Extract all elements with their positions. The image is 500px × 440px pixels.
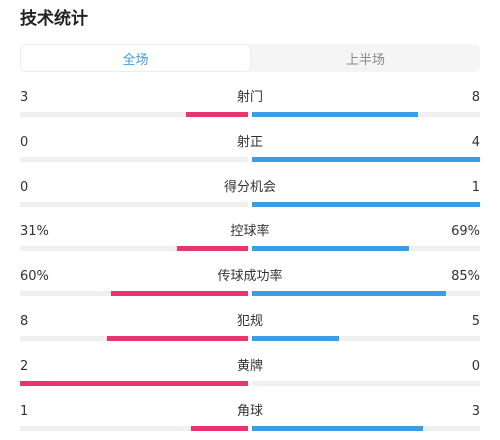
home-bar-track	[20, 112, 248, 117]
away-value: 69%	[451, 224, 480, 240]
period-tab-bar: 全场 上半场	[20, 44, 480, 72]
tab-first-half[interactable]: 上半场	[345, 52, 385, 68]
home-bar-track	[20, 425, 248, 431]
away-bar-track	[252, 425, 480, 431]
away-value: 1	[471, 179, 480, 195]
away-value: 4	[471, 134, 480, 150]
away-bar	[252, 425, 423, 431]
home-value: 1	[20, 403, 29, 419]
away-bar	[252, 201, 480, 207]
away-bar	[252, 291, 446, 297]
home-bar	[111, 291, 248, 297]
away-bar-track	[252, 291, 480, 297]
stat-name: 射正	[236, 134, 263, 150]
stat-name: 角球	[236, 403, 263, 419]
home-bar-track	[20, 291, 248, 297]
away-value: 0	[471, 358, 480, 374]
stat-row-corners: 1 角球 3	[20, 402, 480, 440]
away-bar-track	[252, 112, 480, 117]
away-bar-track	[252, 246, 480, 252]
home-bar-track	[20, 246, 248, 252]
away-bar	[252, 112, 419, 117]
stat-row-pass-accuracy: 60% 传球成功率 85%	[20, 267, 480, 312]
home-value: 8	[20, 313, 29, 329]
home-value: 0	[20, 179, 29, 195]
stat-name: 犯规	[236, 313, 263, 329]
away-bar	[252, 156, 480, 162]
home-bar	[106, 335, 248, 341]
home-value: 60%	[20, 269, 49, 285]
home-bar-track	[20, 156, 248, 162]
stat-name: 射门	[236, 90, 263, 105]
away-bar-track	[252, 380, 480, 386]
home-value: 3	[20, 90, 29, 105]
away-value: 8	[471, 90, 480, 105]
stat-row-shots: 3 射门 8	[20, 88, 480, 133]
stat-name: 黄牌	[236, 358, 263, 374]
stat-row-shots-on-target: 0 射正 4	[20, 133, 480, 178]
away-value: 5	[471, 313, 480, 329]
stat-name: 得分机会	[223, 179, 276, 195]
home-bar	[177, 246, 248, 252]
home-value: 0	[20, 134, 29, 150]
away-bar-track	[252, 156, 480, 162]
stat-row-fouls: 8 犯规 5	[20, 312, 480, 357]
away-value: 85%	[451, 269, 480, 285]
home-bar-track	[20, 201, 248, 207]
home-bar	[191, 425, 248, 431]
home-bar	[186, 112, 248, 117]
away-value: 3	[471, 403, 480, 419]
away-bar-track	[252, 201, 480, 207]
away-bar-track	[252, 335, 480, 341]
home-bar-track	[20, 380, 248, 386]
away-bar	[252, 335, 339, 341]
away-bar	[252, 246, 410, 252]
tab-full-match[interactable]: 全场	[20, 44, 251, 72]
stat-row-chances: 0 得分机会 1	[20, 178, 480, 223]
page-title: 技术统计	[20, 9, 88, 29]
home-bar-track	[20, 335, 248, 341]
home-value: 2	[20, 358, 29, 374]
stat-row-yellow-cards: 2 黄牌 0	[20, 357, 480, 402]
home-bar	[20, 380, 248, 386]
stats-list: 3 射门 8 0 射正 4 0 得分机会 1 31% 控球率 69%	[20, 88, 480, 440]
stat-name: 控球率	[230, 224, 270, 240]
stat-row-possession: 31% 控球率 69%	[20, 222, 480, 267]
home-value: 31%	[20, 224, 49, 240]
stat-name: 传球成功率	[217, 269, 283, 285]
